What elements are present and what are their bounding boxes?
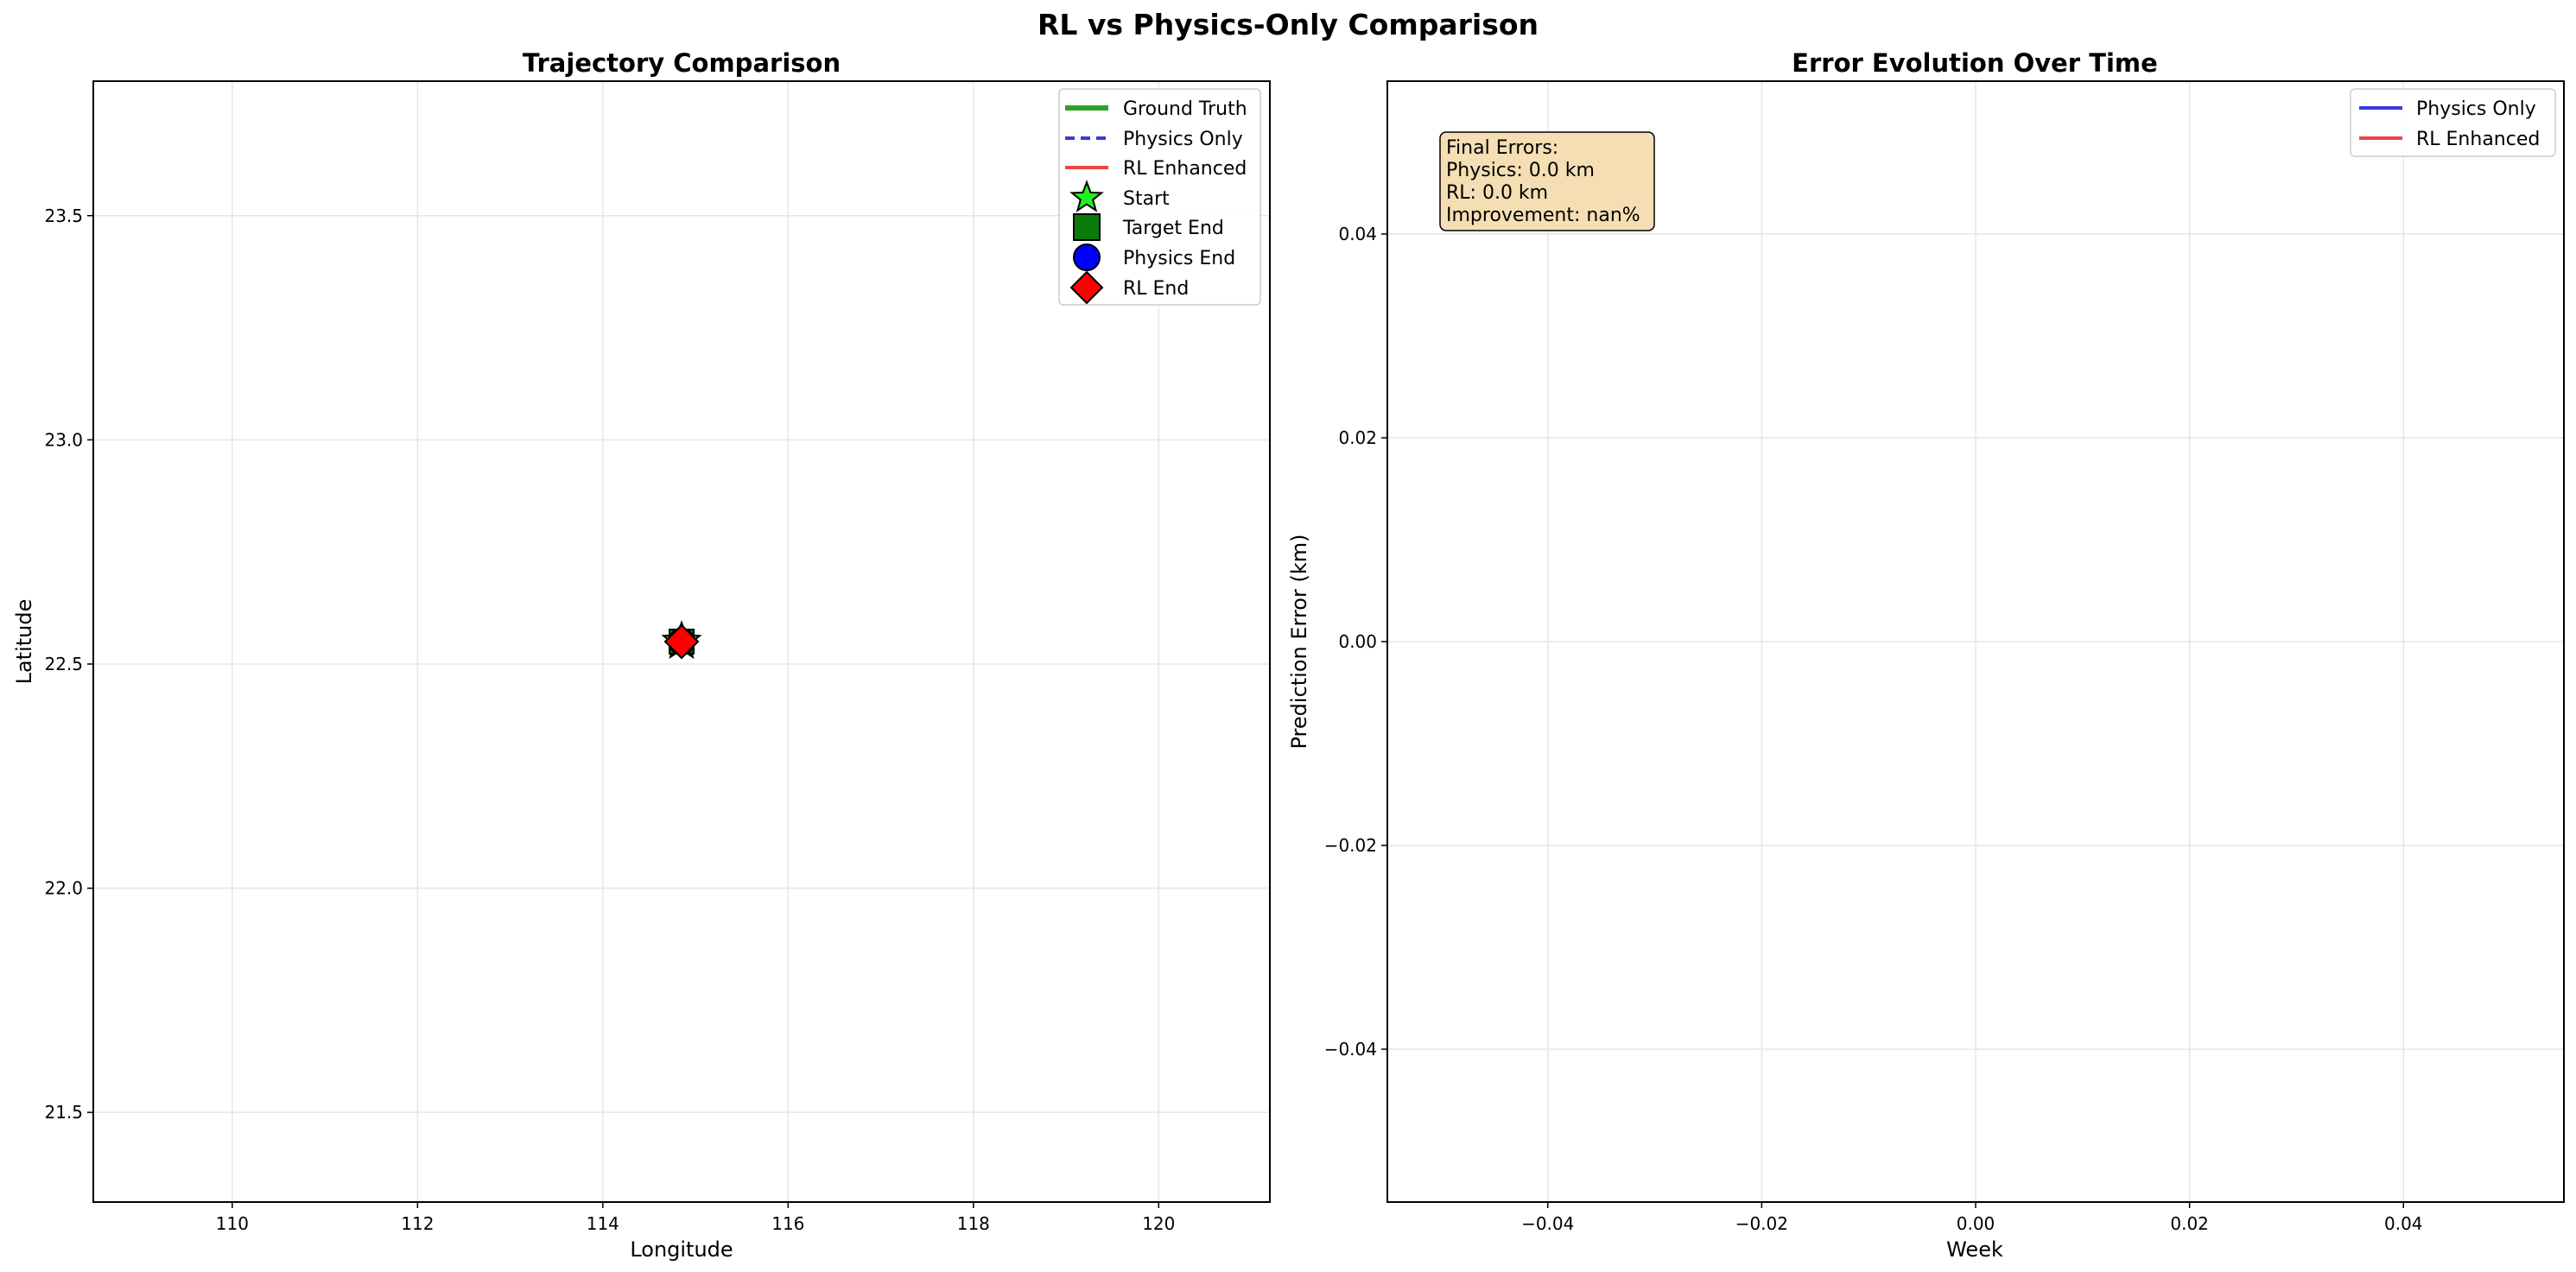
error-grid [1387,81,2564,1202]
annotation-line-physics: Physics: 0.0 km [1446,160,1595,181]
legend-rl-end-marker-glyph [1069,270,1104,305]
y-tick-label: 22.5 [44,654,83,674]
y-tick-label: −0.02 [1324,835,1377,856]
legend-start-label: Start [1123,188,1170,210]
legend-start-marker [1069,180,1104,212]
error-chart-title: Error Evolution Over Time [1792,48,2158,78]
annotation-line-rl: RL: 0.0 km [1446,182,1548,204]
x-tick-label: 0.00 [1957,1213,1995,1234]
legend-target-end-label: Target End [1122,218,1224,239]
y-tick-label: 23.0 [44,429,83,450]
x-tick-label: 0.04 [2384,1213,2423,1234]
trajectory-chart: Trajectory Comparison 110 112 114 116 118 120… [12,48,1271,1262]
trajectory-y-axis-label: Latitude [12,599,36,685]
x-tick-label: 116 [771,1213,804,1234]
legend-physics-end-marker [1073,244,1101,271]
error-annotation-box [1439,131,1655,231]
legend-rl-enhanced-label: RL Enhanced [1123,158,1247,180]
x-tick-label: 110 [216,1213,249,1234]
annotation-line-heading: Final Errors: [1446,137,1558,159]
trajectory-legend: Ground Truth Physics Only RL Enhanced St… [1058,88,1261,306]
trajectory-axes-frame [92,80,1271,1203]
x-tick-label: −0.02 [1735,1213,1788,1234]
x-tick-label: 118 [957,1213,990,1234]
trajectory-legend-box [1058,88,1261,306]
error-annotation: Final Errors: Physics: 0.0 km RL: 0.0 km… [1439,131,1655,231]
x-tick-label: 114 [587,1213,619,1234]
legend-physics-end-label: Physics End [1123,248,1235,269]
figure-suptitle: RL vs Physics-Only Comparison [1037,8,1539,41]
error-x-axis-label: Week [1946,1237,2003,1262]
error-legend: Physics Only RL Enhanced [2350,88,2556,157]
legend-ground-truth-label: Ground Truth [1123,98,1247,120]
error-y-axis-label: Prediction Error (km) [1287,535,1311,750]
x-tick-label: 0.02 [2170,1213,2209,1234]
legend-rl-end-marker [1069,270,1104,305]
y-tick-label: 21.5 [44,1102,83,1123]
y-tick-label: 0.00 [1338,631,1377,652]
legend-target-end-marker [1073,213,1101,241]
trajectory-chart-title: Trajectory Comparison [523,48,841,78]
trajectory-x-axis-label: Longitude [630,1237,733,1262]
y-tick-label: 0.04 [1338,224,1377,244]
legend-start-marker-glyph [1069,180,1104,212]
trajectory-plot-area [661,620,702,660]
y-tick-label: −0.04 [1324,1039,1377,1060]
x-tick-label: 120 [1142,1213,1175,1234]
y-tick-label: 23.5 [44,206,83,226]
error-ticks: −0.04 −0.02 0.00 0.02 0.04 −0.04 −0.02 0.00 0.02… [1324,224,2423,1234]
trajectory-ticks: 110 112 114 116 118 120 21.5 22.0 22.5 23.0 23.5 [44,206,1175,1234]
legend-target-end-marker-glyph [1073,213,1101,241]
legend-physics-only-label: Physics Only [1123,129,1243,150]
legend-rl-enhanced-label-2: RL Enhanced [2416,129,2540,150]
y-tick-label: 22.0 [44,878,83,899]
y-tick-label: 0.02 [1338,427,1377,448]
x-tick-label: 112 [401,1213,434,1234]
legend-physics-end-marker-glyph [1073,244,1101,271]
x-tick-label: −0.04 [1521,1213,1574,1234]
annotation-line-improvement: Improvement: nan% [1446,205,1640,226]
legend-physics-only-label-2: Physics Only [2416,98,2536,120]
legend-rl-end-label: RL End [1123,278,1189,300]
marker-rl-end [663,623,700,660]
error-chart: Error Evolution Over Time −0.04 −0.02 0.00… [1287,48,2565,1262]
